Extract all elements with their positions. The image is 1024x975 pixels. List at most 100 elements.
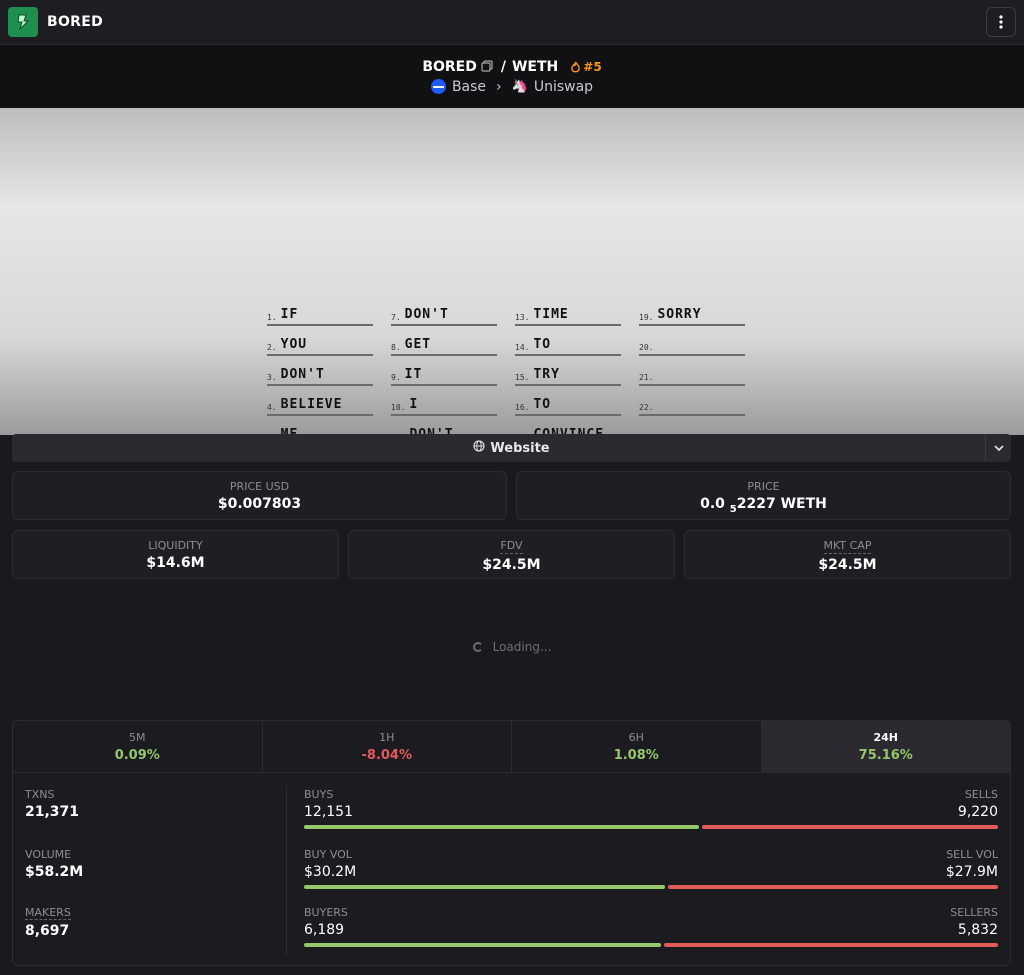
sellers-bar	[664, 943, 998, 947]
list-item: 21.	[639, 356, 745, 386]
buyers-sellers-stat: BUYERS SELLERS 6,189 5,832	[304, 906, 998, 947]
sellers-label: SELLERS	[950, 906, 998, 919]
list-item-number: 2.	[267, 343, 277, 352]
liquidity-card: LIQUIDITY $14.6M	[12, 530, 339, 579]
sell-vol-bar	[667, 885, 998, 889]
list-item-word: IT	[404, 367, 423, 382]
list-item: 5.ME	[267, 416, 373, 435]
list-item: 11.DON'T	[391, 416, 497, 435]
liquidity-label: LIQUIDITY	[148, 539, 203, 552]
fdv-card[interactable]: FDV $24.5M	[348, 530, 675, 579]
makers-label[interactable]: MAKERS	[25, 906, 71, 920]
list-item-word: BELIEVE	[280, 397, 343, 412]
buy-vol-value: $30.2M	[304, 864, 357, 880]
list-item-word: GET	[404, 337, 432, 352]
more-menu-button[interactable]	[986, 7, 1016, 37]
token-logo-icon[interactable]	[8, 7, 38, 37]
price-usd-card: PRICE USD $0.007803	[12, 471, 507, 520]
list-item-word: TO	[533, 337, 552, 352]
handwritten-list: 1.IF2.YOU3.DON'T4.BELIEVE5.ME6.OR7.DON'T…	[267, 296, 752, 435]
volume-label: VOLUME	[25, 848, 72, 861]
website-label: Website	[490, 440, 550, 456]
list-item: 9. IT	[391, 356, 497, 386]
volume-value: $58.2M	[25, 864, 84, 880]
buyers-bar	[304, 943, 662, 947]
token-banner-image: 1.IF2.YOU3.DON'T4.BELIEVE5.ME6.OR7.DON'T…	[0, 108, 1024, 435]
tab-change-value: 0.09%	[114, 747, 160, 763]
sells-bar	[701, 825, 998, 829]
list-item-number: 3.	[267, 373, 277, 382]
txns-label: TXNS	[25, 788, 55, 801]
tab-6h[interactable]: 6H 1.08%	[512, 721, 762, 772]
sellers-value: 5,832	[957, 922, 998, 938]
list-item: 16. TO	[515, 386, 621, 416]
buys-sells-ratio-bar	[304, 825, 998, 829]
list-item-word: ME	[280, 427, 299, 435]
tab-5m[interactable]: 5M 0.09%	[13, 721, 263, 772]
tab-change-value: -8.04%	[361, 747, 413, 763]
list-item: 17.CONVINCE	[515, 416, 621, 435]
list-item: 13. TIME	[515, 296, 621, 326]
buyers-label: BUYERS	[304, 906, 348, 919]
list-item-number: 7.	[391, 313, 401, 322]
buyers-ratio-bar	[304, 943, 998, 947]
dex-link[interactable]: Uniswap	[533, 78, 594, 95]
list-item-number: 20.	[639, 343, 654, 352]
website-button[interactable]: Website	[12, 434, 1011, 462]
list-item-number: 16.	[515, 403, 530, 412]
sell-vol-value: $27.9M	[945, 864, 998, 880]
tab-label: 5M	[129, 730, 146, 744]
list-item-word: TO	[533, 397, 552, 412]
list-item: 14. TO	[515, 326, 621, 356]
list-item-word: TIME	[533, 307, 569, 322]
transaction-stats-panel: 5M 0.09% 1H -8.04% 6H 1.08% 24H 75.16% TXNS 21,…	[12, 720, 1011, 966]
copy-icon[interactable]	[481, 59, 495, 74]
list-item-word: TRY	[533, 367, 560, 382]
liquidity-value: $14.6M	[146, 555, 205, 571]
tab-1h[interactable]: 1H -8.04%	[263, 721, 512, 772]
stats-divider	[286, 785, 287, 955]
list-item-number: 1.	[267, 313, 277, 322]
list-item: 20.	[639, 326, 745, 356]
list-item-number: 13.	[515, 313, 530, 322]
fdv-value: $24.5M	[482, 557, 541, 573]
price-native-label: PRICE	[747, 480, 780, 493]
links-dropdown-button[interactable]	[985, 434, 1011, 462]
list-item: 23.	[639, 416, 745, 435]
list-item-word: IF	[280, 307, 299, 322]
list-item: 22.	[639, 386, 745, 416]
list-item: 1. IF	[267, 296, 373, 326]
trending-rank[interactable]: #5	[570, 59, 602, 74]
trending-rank-value: #5	[583, 59, 602, 74]
tab-change-value: 75.16%	[858, 747, 913, 763]
volume-stat: VOLUME $58.2M	[25, 848, 83, 880]
chain-link[interactable]: Base	[451, 78, 487, 95]
price-usd-label: PRICE USD	[229, 480, 290, 493]
buys-sells-stat: BUYS SELLS 12,151 9,220	[304, 788, 998, 829]
fdv-label[interactable]: FDV	[500, 539, 523, 554]
buys-value: 12,151	[304, 804, 353, 820]
list-item: 10. I	[391, 386, 497, 416]
list-item: 7. DON'T	[391, 296, 497, 326]
sell-vol-label: SELL VOL	[946, 848, 998, 861]
list-item-number: 19.	[639, 313, 654, 322]
uniswap-icon: 🦄	[511, 79, 528, 94]
list-item: 15. TRY	[515, 356, 621, 386]
price-native-card: PRICE 0.0 52227 WETH	[516, 471, 1011, 520]
list-item-number: 4.	[267, 403, 277, 412]
buy-vol-label: BUY VOL	[304, 848, 352, 861]
chevron-down-icon	[993, 444, 1004, 451]
price-native-value: 0.0 52227 WETH	[700, 496, 827, 515]
base-token-symbol: BORED	[422, 58, 477, 75]
tab-change-value: 1.08%	[613, 747, 659, 763]
buy-vol-bar	[304, 885, 665, 889]
mkt-cap-card[interactable]: MKT CAP $24.5M	[684, 530, 1011, 579]
mkt-cap-label[interactable]: MKT CAP	[823, 539, 872, 554]
list-item-number: 21.	[639, 373, 654, 382]
price-usd-value: $0.007803	[217, 496, 302, 512]
buys-bar	[304, 825, 699, 829]
tab-24h[interactable]: 24H 75.16%	[761, 721, 1010, 772]
volume-split-stat: BUY VOL SELL VOL $30.2M $27.9M	[304, 848, 998, 889]
